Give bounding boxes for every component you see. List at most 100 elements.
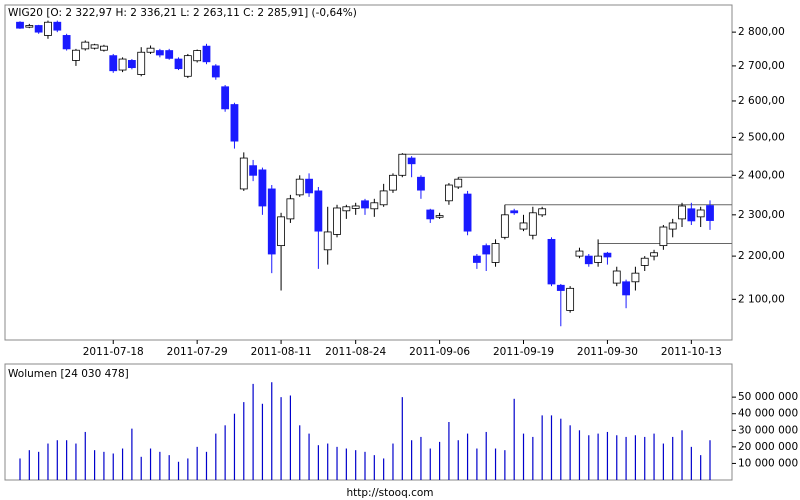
x-tick-label: 2011-09-06 [409,346,470,358]
candle-body [407,157,416,165]
candle-body [445,184,453,202]
candle-body [137,51,146,75]
y-tick-label: 30 000 000 [738,424,798,436]
y-tick-label: 2 600,00 [738,95,785,107]
candle-body [678,205,686,220]
chart-title: WIG20 [O: 2 322,97 H: 2 336,21 L: 2 263,… [8,7,357,19]
candle-body [594,255,603,263]
candle-body [16,21,24,29]
candle-body [127,60,136,69]
candle-body [72,49,80,61]
candle-body [202,45,211,63]
candle-body [584,255,593,265]
candle-body [165,50,174,59]
candle-body [547,238,556,285]
candle-body [305,178,313,194]
x-tick-label: 2011-10-13 [661,346,722,358]
candle-body [267,188,276,255]
candle-body [379,190,388,206]
candle-body [81,41,90,50]
candle-body [342,206,351,212]
candle-body [640,257,649,266]
candle-body [528,212,537,236]
candle-body [90,44,99,49]
candle-body [155,50,164,56]
candle-body [417,176,425,191]
x-tick-label: 2011-07-29 [167,346,228,358]
candle-body [603,252,612,258]
candle-body [239,157,248,190]
candle-body [454,178,463,188]
candle-body [491,243,500,263]
footer: http://stooq.com [346,487,433,499]
candle-body [659,226,668,247]
candle-body [650,252,658,257]
candle-body [62,35,71,50]
candle-body [566,287,575,311]
candle-body [556,284,565,291]
x-tick-label: 2011-08-11 [251,346,312,358]
candle-body [389,174,397,191]
candle-body [277,216,285,247]
x-tick-label: 2011-07-18 [83,346,144,358]
y-tick-label: 2 800,00 [738,26,785,38]
y-tick-label: 40 000 000 [738,408,798,420]
x-tick-label: 2011-09-19 [493,346,554,358]
candle-body [323,231,332,251]
candle-body [351,205,360,209]
candle-body [174,58,183,70]
candle-body [668,222,677,230]
candle-body [575,250,584,257]
candle-body [230,104,239,142]
x-tick-label: 2011-08-24 [325,346,386,358]
y-tick-label: 10 000 000 [738,457,798,469]
candle-body [519,222,528,230]
candle-body [249,165,258,176]
candle-body [696,209,705,218]
candle-body [500,214,509,238]
y-tick-label: 2 500,00 [738,131,785,143]
y-tick-label: 50 000 000 [738,391,798,403]
y-tick-label: 2 700,00 [738,60,785,72]
candle-body [34,25,43,33]
candle-body [44,21,52,36]
candle-body [183,55,192,77]
y-tick-label: 2 200,00 [738,250,785,262]
candle-body [687,208,696,222]
x-tick-label: 2011-09-30 [577,346,638,358]
candle-body [333,207,341,235]
candle-body [193,50,202,62]
candle-body [426,209,435,220]
candle-body [53,21,62,31]
candle-body [118,58,127,71]
candle-body [706,205,714,221]
candle-body [612,270,621,284]
y-tick-label: 2 300,00 [738,209,785,221]
candle-body [146,47,155,53]
candle-body [370,202,379,210]
candle-body [109,55,118,72]
candle-body [482,245,491,255]
candle-body [510,210,519,214]
candle-body [100,45,108,51]
candle-body [472,255,481,263]
volume-panel [4,363,733,481]
candle-body [463,193,472,232]
candle-body [295,178,304,196]
candle-body [314,190,323,232]
candle-body [258,169,267,207]
candle-body [286,198,295,220]
y-tick-label: 20 000 000 [738,441,798,453]
candle-body [631,272,640,283]
candle-body [211,65,220,78]
candle-body [622,281,630,296]
candle-body [435,215,444,218]
candle-body [538,208,547,216]
volume-title: Wolumen [24 030 478] [8,368,129,380]
y-tick-label: 2 100,00 [738,293,785,305]
y-tick-label: 2 400,00 [738,169,785,181]
candle-body [221,86,230,110]
candle-body [398,153,407,176]
candle-body [25,25,34,28]
